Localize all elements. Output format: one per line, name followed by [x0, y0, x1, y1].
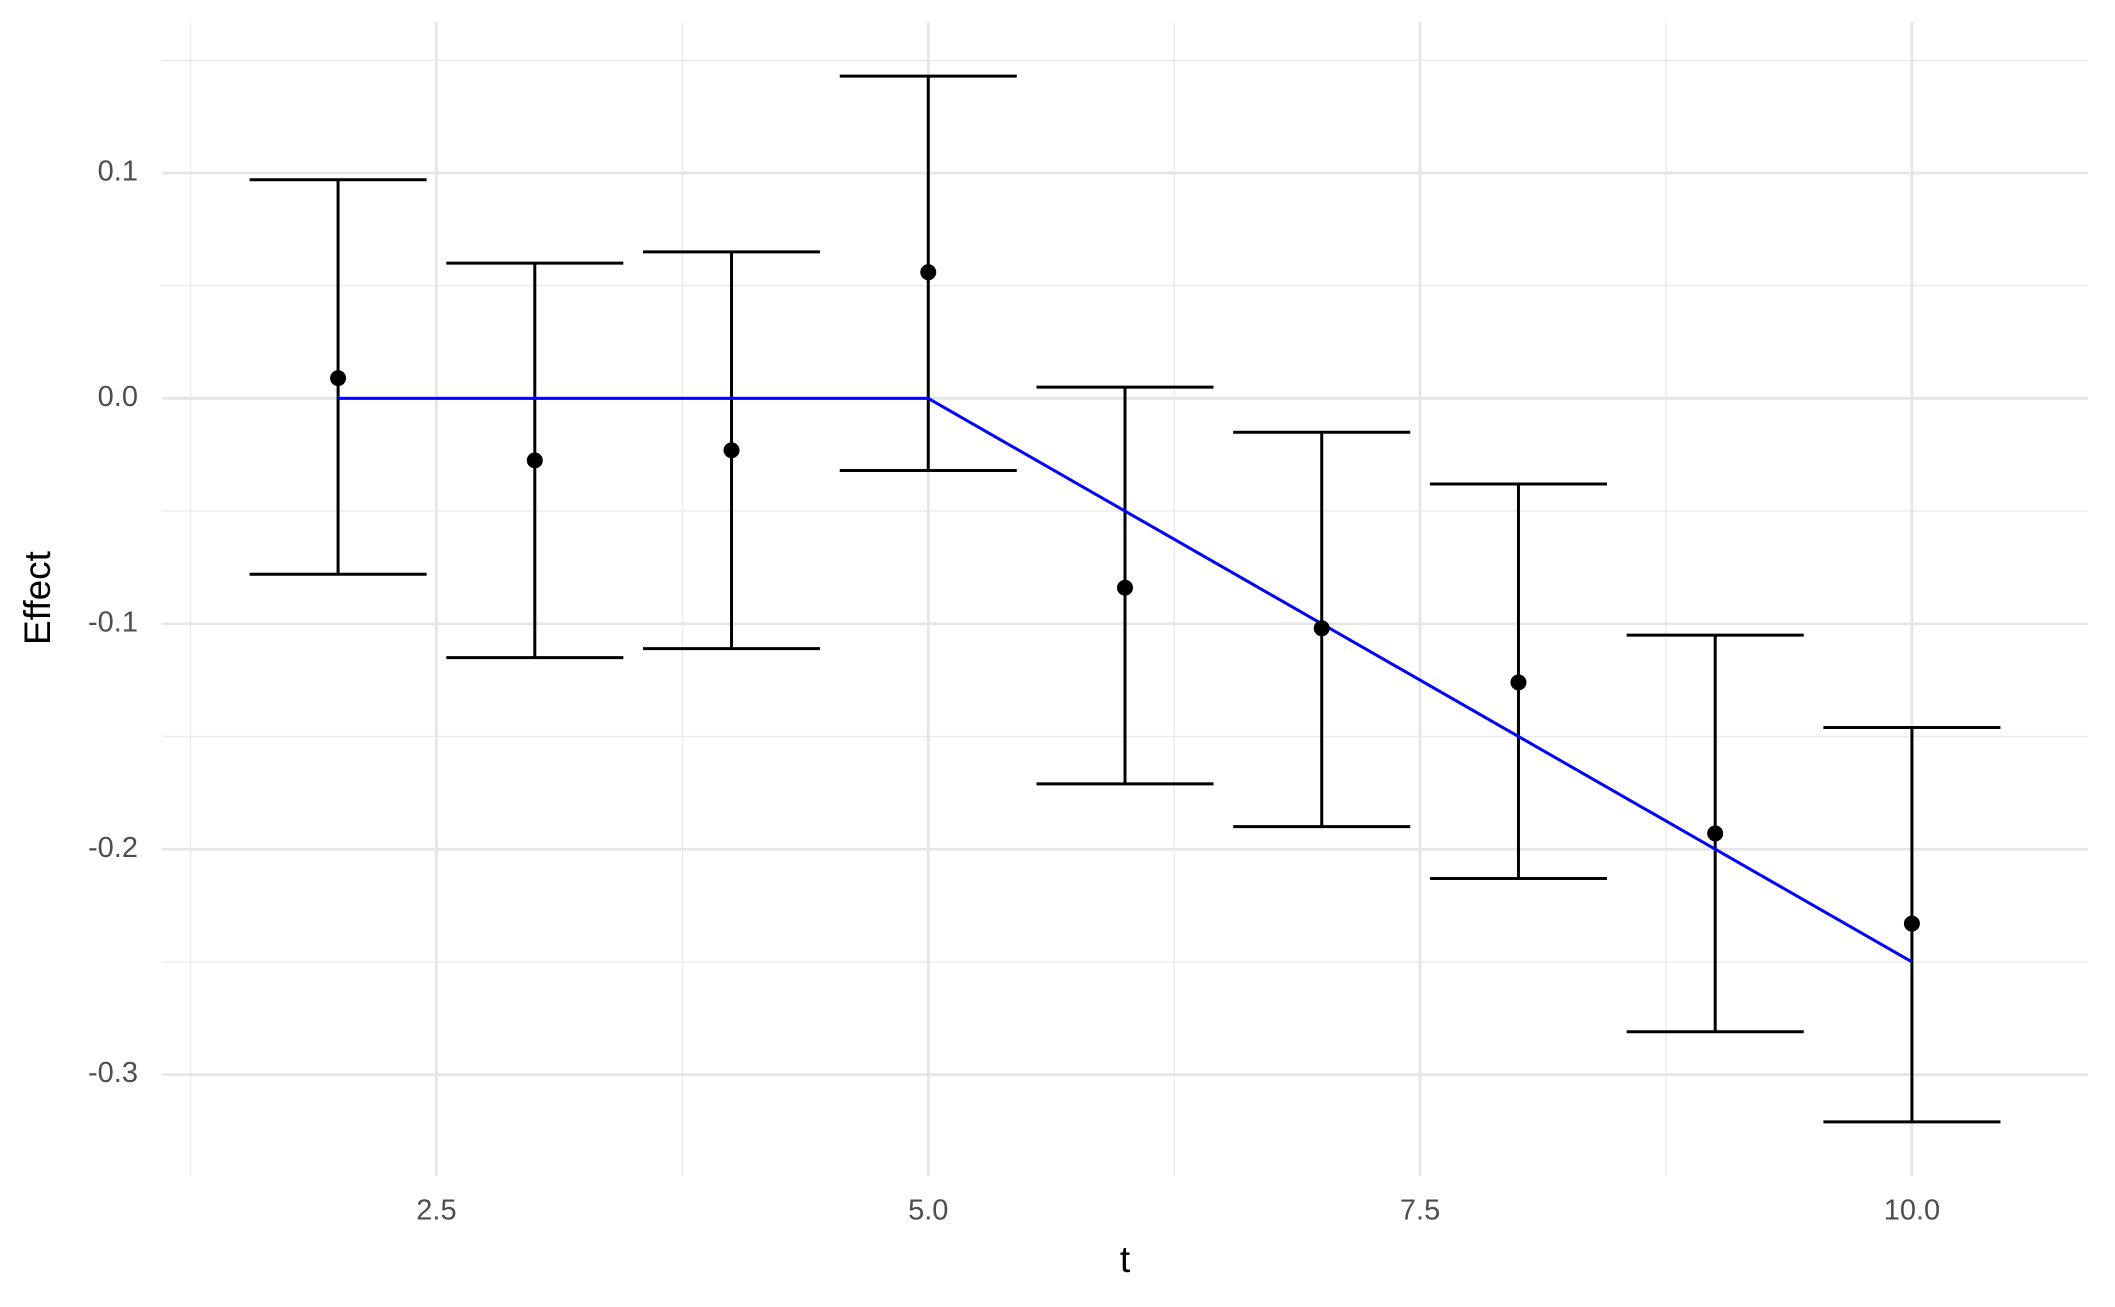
point: [723, 442, 740, 459]
point: [526, 452, 543, 469]
trend-line: [338, 396, 1913, 964]
x-axis-title: t: [1120, 1239, 1131, 1280]
x-tick-label: 2.5: [416, 1195, 456, 1227]
point: [1510, 674, 1527, 691]
point: [1117, 579, 1133, 596]
point: [1903, 915, 1920, 932]
point: [920, 264, 937, 281]
y-tick-label: 0.1: [98, 156, 138, 188]
y-tick-label: -0.1: [88, 606, 138, 638]
x-tick-label: 7.5: [1400, 1195, 1440, 1227]
point: [1313, 620, 1330, 637]
point: [330, 370, 347, 387]
x-tick-label: 5.0: [908, 1195, 948, 1227]
point: [1707, 825, 1724, 842]
x-tick-label: 10.0: [1884, 1195, 1940, 1227]
y-axis-title: Effect: [17, 550, 58, 645]
y-tick-label: -0.3: [88, 1057, 138, 1089]
y-tick-label: 0.0: [98, 381, 138, 413]
y-tick-label: -0.2: [88, 832, 138, 864]
